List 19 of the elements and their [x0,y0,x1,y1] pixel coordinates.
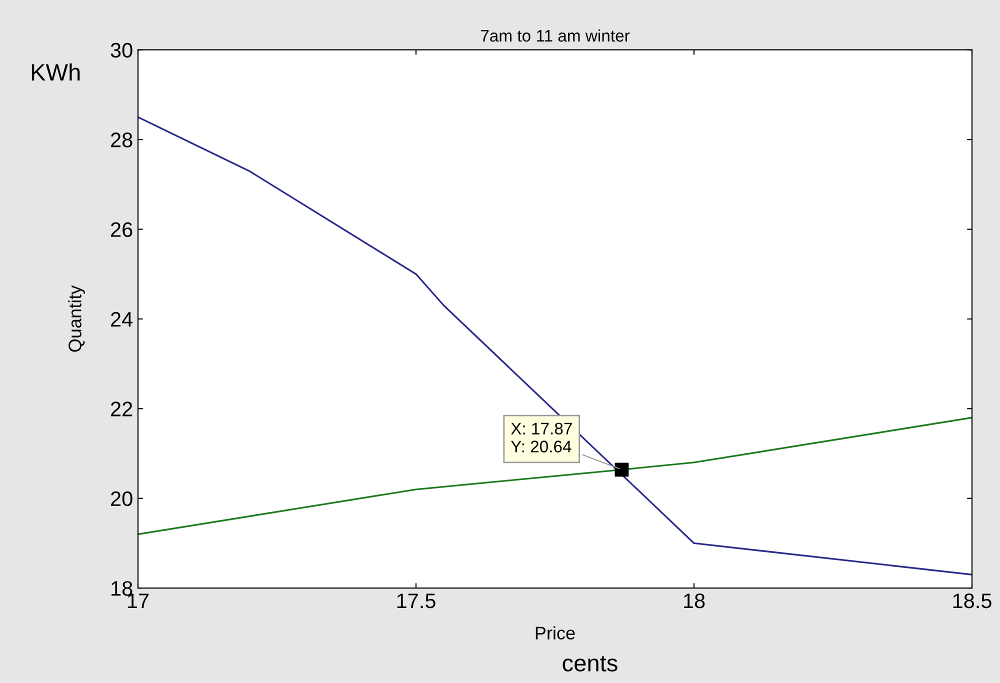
y-axis-title: Quantity [68,285,85,352]
chart-title: 7am to 11 am winter [480,29,630,42]
y-tick-label: 26 [111,222,132,238]
line-series [138,416,972,536]
text: KWh [32,63,80,80]
x-tick-label: 17 [128,594,149,608]
y-tick-label: 18 [112,581,132,596]
line-series [138,116,972,576]
annotation: X: 17.87 Y: 20.64 [510,422,572,452]
y-tick-label: 28 [111,132,132,148]
x-tick-label: 18.5 [953,593,992,608]
x-tick-label: 17.5 [397,594,436,608]
y-tick-label: 20 [111,491,132,506]
y-tick-label: 24 [111,312,133,327]
y-tick-label: 30 [110,42,132,58]
y-tick-label: 22 [111,402,132,416]
x-tick-label: 18 [684,593,705,608]
text: cents [562,656,618,672]
x-axis-title: Price [536,626,575,640]
